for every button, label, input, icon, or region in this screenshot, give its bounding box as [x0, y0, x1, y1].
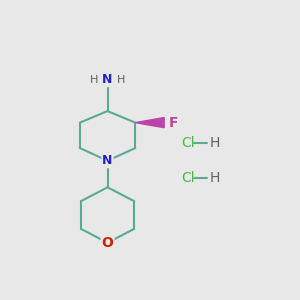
Text: Cl: Cl — [182, 171, 195, 185]
Text: Cl: Cl — [182, 136, 195, 150]
Text: H: H — [90, 75, 99, 85]
Text: H: H — [210, 171, 220, 185]
Text: N: N — [102, 74, 113, 86]
Text: H: H — [116, 75, 125, 85]
Text: O: O — [102, 236, 113, 250]
Text: F: F — [169, 116, 178, 130]
Text: H: H — [210, 136, 220, 150]
Polygon shape — [135, 118, 164, 128]
Text: N: N — [102, 154, 113, 167]
